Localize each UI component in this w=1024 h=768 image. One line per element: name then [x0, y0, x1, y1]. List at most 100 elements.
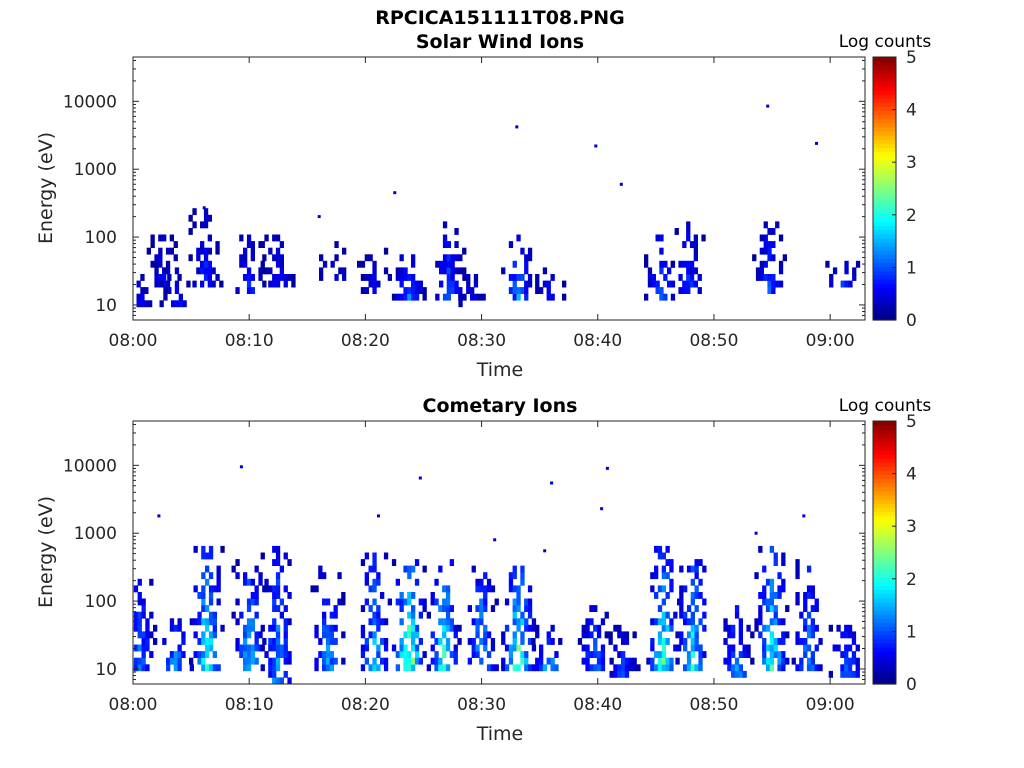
heatmap-cell	[243, 572, 248, 580]
heatmap-cell	[501, 657, 506, 665]
colorbar-tick-label: 0	[906, 675, 917, 695]
heatmap-cell	[322, 618, 327, 626]
heatmap-cell	[659, 247, 664, 255]
colorbar-segment	[873, 278, 896, 284]
heatmap-cell	[765, 657, 771, 665]
x-tick-label: 08:20	[341, 695, 390, 715]
heatmap-cell	[775, 221, 780, 229]
heatmap-cell	[372, 565, 377, 573]
heatmap-cell	[600, 651, 606, 658]
heatmap-cell	[524, 605, 529, 612]
heatmap-cell	[272, 274, 277, 281]
heatmap-cell	[550, 274, 555, 281]
heatmap-cell	[189, 664, 194, 672]
heatmap-cell	[445, 618, 451, 626]
heatmap-cell	[243, 260, 248, 268]
colorbar-segment	[873, 441, 896, 447]
heatmap-cell	[173, 241, 178, 248]
heatmap-cell	[621, 664, 626, 672]
heatmap-cell	[531, 644, 537, 652]
colorbar-segment	[873, 425, 896, 430]
heatmap-cell	[727, 624, 732, 632]
heatmap-cell	[669, 624, 674, 632]
heatmap-cell	[201, 552, 206, 560]
colorbar-segment	[873, 114, 896, 120]
heatmap-cell	[516, 618, 521, 626]
heatmap-cell	[771, 228, 776, 235]
heatmap-cell	[762, 624, 767, 632]
heatmap-cell	[411, 638, 416, 645]
heatmap-cell	[418, 287, 423, 294]
heatmap-cell	[682, 241, 687, 248]
heatmap-cell	[453, 651, 458, 658]
heatmap-cell	[360, 651, 366, 658]
heatmap-cell	[657, 552, 663, 560]
heatmap-cell	[162, 234, 167, 242]
heatmap-cell	[795, 598, 800, 606]
heatmap-cell	[275, 644, 281, 652]
heatmap-cell	[657, 638, 663, 645]
heatmap-cell	[806, 565, 812, 573]
heatmap-cell	[258, 644, 263, 652]
heatmap-cell	[508, 651, 514, 658]
heatmap-cell	[418, 611, 423, 619]
heatmap-cell	[690, 592, 695, 599]
heatmap-cell	[475, 605, 480, 612]
colorbar-segment	[873, 437, 896, 443]
heatmap-cell	[678, 287, 683, 294]
heatmap-cell	[527, 664, 533, 672]
heatmap-cell	[283, 585, 288, 593]
heatmap-cell	[693, 280, 698, 288]
heatmap-cell	[201, 631, 206, 639]
heatmap-cell	[235, 618, 240, 626]
heatmap-cell	[636, 664, 641, 672]
heatmap-cell	[546, 287, 551, 294]
heatmap-cell	[275, 274, 281, 281]
heatmap-cell	[762, 644, 767, 652]
heatmap-cell	[851, 631, 857, 639]
colorbar-segment	[873, 73, 896, 79]
x-tick-label: 08:30	[457, 331, 506, 351]
heatmap-cell	[329, 638, 334, 645]
heatmap-cell	[216, 664, 221, 672]
heatmap-cell	[596, 631, 602, 639]
heatmap-cell	[325, 638, 331, 645]
x-tick-label: 08:50	[689, 695, 738, 715]
heatmap-cell	[275, 605, 281, 612]
heatmap-cell	[445, 592, 451, 599]
heatmap-cell	[516, 598, 521, 606]
heatmap-cell	[446, 241, 451, 248]
heatmap-cell	[159, 300, 164, 308]
colorbar-segment	[873, 659, 896, 665]
colorbar-segment	[873, 515, 896, 521]
heatmap-cell	[174, 280, 180, 288]
heatmap-cell	[169, 657, 175, 665]
heatmap-cell	[318, 651, 323, 658]
heatmap-cell	[769, 657, 774, 665]
heatmap-cell	[186, 280, 191, 288]
heatmap-cell	[694, 644, 699, 652]
heatmap-cell	[158, 260, 163, 268]
heatmap-cell	[201, 638, 206, 645]
heatmap-cell	[235, 598, 240, 606]
heatmap-cell	[322, 260, 328, 268]
heatmap-cell	[661, 585, 666, 593]
colorbar-tick-label: 1	[906, 258, 917, 278]
heatmap-cell	[624, 638, 630, 645]
heatmap-cell	[762, 638, 767, 645]
heatmap-cell	[275, 624, 281, 632]
heatmap-cell	[458, 254, 463, 262]
heatmap-cell	[137, 618, 142, 626]
heatmap-cell	[520, 287, 525, 294]
heatmap-cell	[524, 598, 529, 606]
heatmap-cell	[360, 631, 366, 639]
heatmap-cell	[380, 618, 385, 626]
heatmap-cell	[162, 280, 167, 288]
heatmap-cell	[201, 651, 206, 658]
heatmap-cell	[275, 631, 281, 639]
heatmap-cell	[773, 559, 778, 566]
heatmap-cell	[450, 260, 455, 268]
heatmap-cell	[524, 287, 529, 294]
heatmap-cell	[702, 624, 707, 632]
heatmap-cell	[411, 293, 416, 301]
